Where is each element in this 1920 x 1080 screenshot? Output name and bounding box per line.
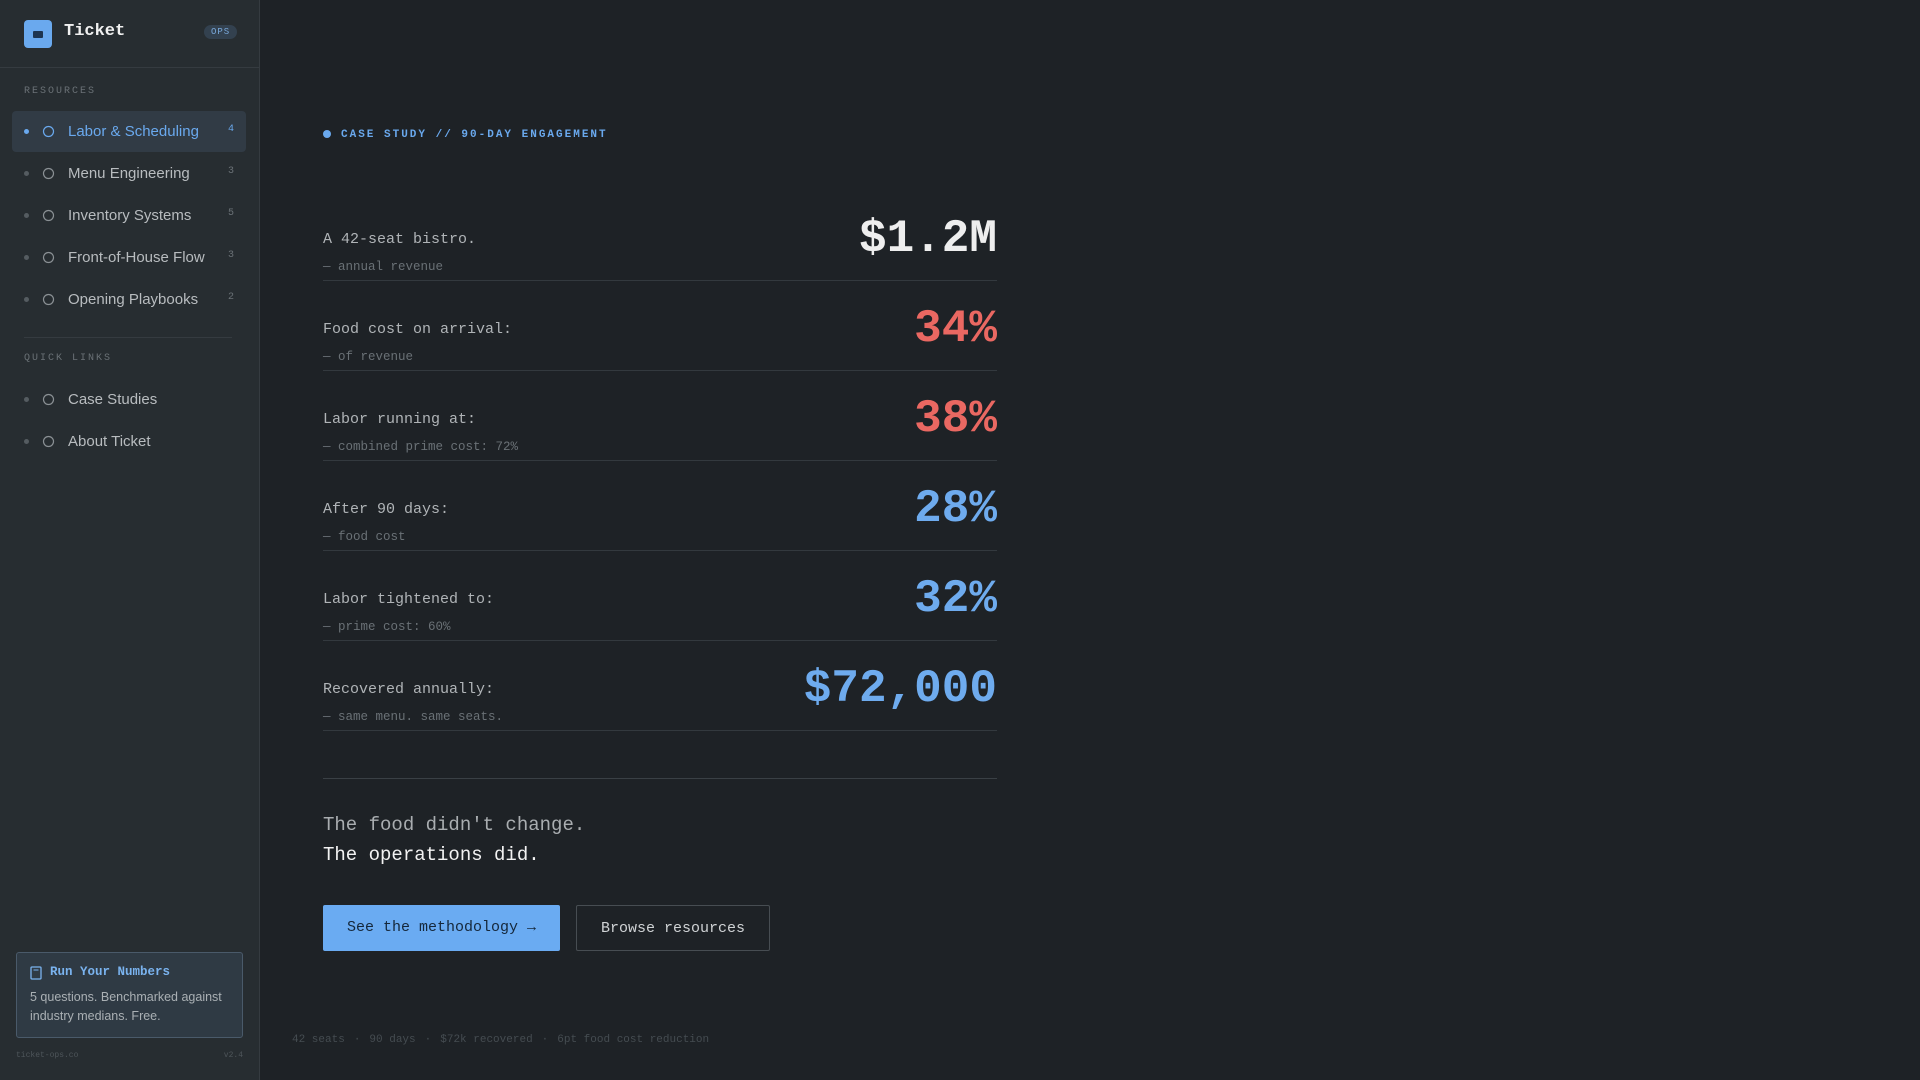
footer-stat: $72k recovered (416, 1034, 533, 1046)
nav-count: 3 (227, 250, 234, 261)
nav-label: Labor & Scheduling (68, 123, 199, 140)
nav-item[interactable]: Inventory Systems 5 (12, 195, 246, 236)
stat-label: Labor tightened to: (323, 591, 495, 608)
primary-button[interactable]: See the methodology → (323, 905, 560, 951)
site: ticket-ops.co (16, 1051, 79, 1060)
nav-count: 5 (227, 208, 234, 219)
nav-label: Case Studies (68, 391, 158, 408)
dot (24, 297, 29, 302)
nav-item[interactable]: About Ticket (12, 421, 246, 462)
stat-row: Labor running at: — combined prime cost: … (323, 371, 997, 461)
nav-count: 4 (227, 124, 234, 135)
stat-row: Food cost on arrival: — of revenue 34% (323, 281, 997, 371)
stat-value: 38% (914, 393, 997, 445)
footer-stat: 42 seats (292, 1034, 345, 1046)
icon (42, 435, 55, 448)
stat-value: 32% (914, 573, 997, 625)
icon (42, 167, 55, 180)
promo-title: Run Your Numbers (50, 965, 171, 979)
icon (42, 293, 55, 306)
nav-item[interactable]: Opening Playbooks 2 (12, 279, 246, 320)
logo[interactable] (24, 20, 52, 48)
promo-text: 5 questions. Benchmarked against industr… (30, 990, 222, 1023)
divider (24, 337, 232, 338)
nav-count: 2 (227, 292, 234, 303)
stat-sub: — of revenue (323, 350, 414, 364)
stat-label: Recovered annually: (323, 681, 495, 698)
sidebar-header: Ticket OPS (0, 0, 259, 68)
footer-stats: 42 seats90 days$72k recovered6pt food co… (292, 1034, 709, 1046)
nav-label: Menu Engineering (68, 165, 190, 182)
icon (42, 125, 55, 138)
nav-item[interactable]: Case Studies (12, 379, 246, 420)
stat-sub: — food cost (323, 530, 406, 544)
sidebar: Ticket OPS RESOURCES Labor & Scheduling 4… (0, 0, 260, 1080)
badge: OPS (204, 25, 238, 39)
stat-label: A 42-seat bistro. (323, 231, 477, 248)
icon (30, 966, 42, 980)
brand[interactable]: Ticket (64, 22, 126, 41)
divider (323, 778, 997, 779)
stat-sub: — combined prime cost: 72% (323, 440, 519, 454)
section-title: QUICK LINKS (24, 353, 113, 364)
nav-label: Inventory Systems (68, 207, 192, 224)
nav-item[interactable]: Front-of-House Flow 3 (12, 237, 246, 278)
stat-value: $1.2M (858, 213, 997, 265)
stat-value: 34% (914, 303, 997, 355)
version: v2.4 (223, 1051, 243, 1060)
stat-row: Labor tightened to: — prime cost: 60% 32% (323, 551, 997, 641)
secondary-button[interactable]: Browse resources (576, 905, 770, 951)
nav-label: Front-of-House Flow (68, 249, 205, 266)
stat-sub: — same menu. same seats. (323, 710, 504, 724)
footer-stat: 6pt food cost reduction (533, 1034, 709, 1046)
icon (42, 209, 55, 222)
stat-value: $72,000 (803, 663, 997, 715)
nav-label: About Ticket (68, 433, 151, 450)
eyebrow: CASE STUDY // 90-DAY ENGAGEMENT (323, 129, 608, 141)
stat-label: Labor running at: (323, 411, 477, 428)
dot (24, 439, 29, 444)
icon (42, 251, 55, 264)
section-title: RESOURCES (24, 86, 97, 97)
closing-line: The food didn't change. (323, 814, 586, 836)
stat-label: Food cost on arrival: (323, 321, 513, 338)
stat-sub: — prime cost: 60% (323, 620, 451, 634)
dot (24, 255, 29, 260)
dot (24, 129, 29, 134)
stat-row: After 90 days: — food cost 28% (323, 461, 997, 551)
stat-value: 28% (914, 483, 997, 535)
nav-label: Opening Playbooks (68, 291, 199, 308)
dot (24, 213, 29, 218)
dot (24, 397, 29, 402)
stat-row: Recovered annually: — same menu. same sea… (323, 641, 997, 731)
icon (42, 393, 55, 406)
stat-sub: — annual revenue (323, 260, 444, 274)
promo-card[interactable]: Run Your Numbers 5 questions. Benchmarke… (16, 952, 243, 1038)
nav-count: 3 (227, 166, 234, 177)
closing-line: The operations did. (323, 844, 540, 866)
nav-item[interactable]: Menu Engineering 3 (12, 153, 246, 194)
footer-stat: 90 days (345, 1034, 416, 1046)
nav-item[interactable]: Labor & Scheduling 4 (12, 111, 246, 152)
stat-row: A 42-seat bistro. — annual revenue $1.2M (323, 191, 997, 281)
dot (24, 171, 29, 176)
stat-label: After 90 days: (323, 501, 450, 518)
